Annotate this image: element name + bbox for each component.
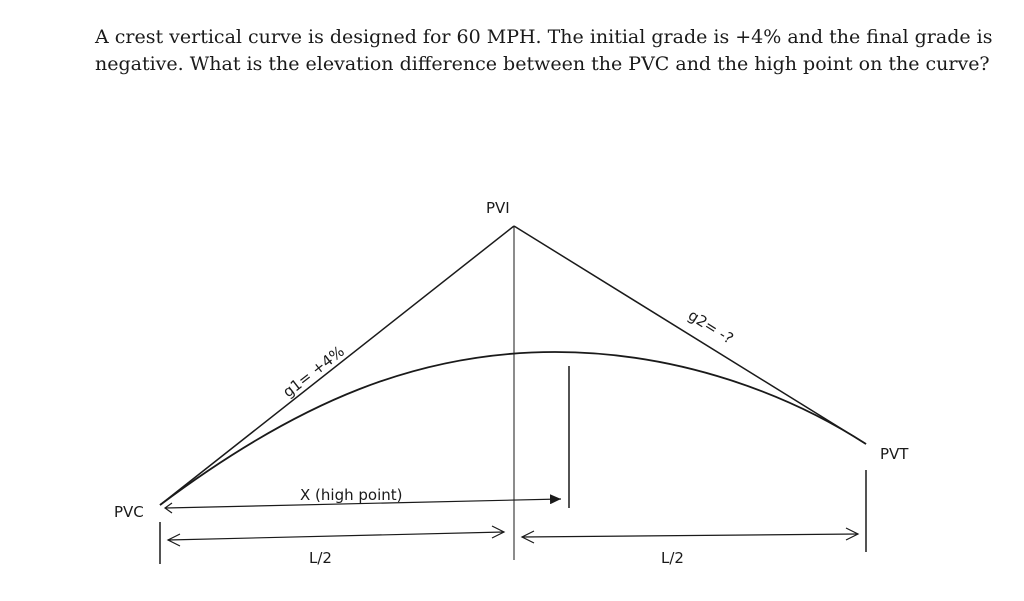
right-half-length-arrow — [521, 533, 859, 538]
initial-grade-label: g1= +4% — [279, 342, 347, 401]
left-half-length-start-arrowhead — [166, 533, 181, 547]
x-high-point-dimension-arrow — [165, 494, 562, 509]
initial-grade-tangent — [159, 225, 515, 506]
pvi-label: PVI — [486, 199, 510, 217]
vertical-curve — [159, 351, 867, 506]
left-half-length-arrow — [167, 531, 505, 541]
final-grade-tangent — [513, 225, 867, 445]
right-half-length-label: L/2 — [661, 549, 684, 567]
left-half-length-label: L/2 — [309, 549, 332, 567]
question-text: A crest vertical curve is designed for 6… — [95, 24, 993, 78]
final-grade-label: g2= -? — [685, 306, 737, 348]
left-half-length-end-arrowhead — [491, 525, 506, 539]
x-dimension-start-arrowhead — [163, 502, 173, 514]
right-half-length-end-arrowhead — [845, 527, 860, 541]
pvt-label: PVT — [880, 445, 909, 463]
question-line-1: A crest vertical curve is designed for 6… — [95, 26, 993, 48]
question-line-2: negative. What is the elevation differen… — [95, 53, 990, 75]
x-high-point-label: X (high point) — [300, 486, 402, 504]
pvc-label: PVC — [114, 503, 144, 521]
right-half-length-start-arrowhead — [520, 530, 535, 544]
